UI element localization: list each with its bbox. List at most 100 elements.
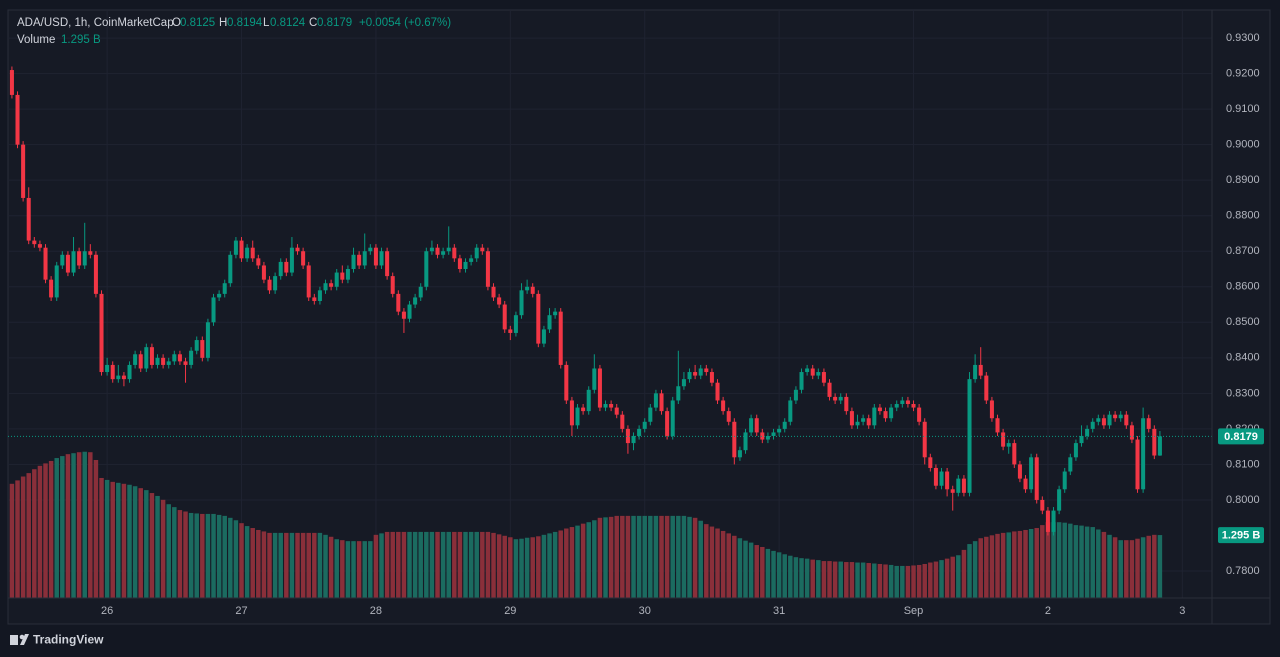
candle-body [1079, 435, 1084, 444]
volume-bar [592, 520, 597, 598]
volume-bar [15, 480, 20, 598]
volume-bar [888, 564, 894, 598]
candle-body [614, 407, 619, 415]
candle-body [877, 407, 882, 412]
volume-bar [950, 556, 955, 598]
volume-bar [362, 541, 367, 598]
candle-body [978, 364, 983, 376]
volume-bar [9, 483, 15, 598]
volume-bar [972, 541, 978, 598]
volume-bar [1028, 528, 1034, 598]
volume-bar [564, 528, 569, 598]
volume-bar [810, 559, 815, 598]
candle-body [642, 421, 647, 429]
volume-bar [300, 532, 306, 598]
candle-body [799, 372, 804, 390]
candle-body [637, 428, 642, 436]
axes: 0.78000.80000.81000.82000.83000.84000.85… [101, 32, 1264, 617]
candle-body [1085, 428, 1090, 436]
volume-bar [692, 517, 698, 598]
volume-bar [883, 564, 888, 598]
candle-body [1118, 414, 1123, 419]
candle-body [900, 400, 905, 405]
y-tick-label: 0.8300 [1226, 387, 1260, 399]
candle-body [469, 258, 474, 262]
volume-bar [793, 557, 799, 598]
volume-bar [849, 562, 855, 598]
candle-body [32, 240, 37, 245]
y-tick-label: 0.8800 [1226, 210, 1260, 222]
volume-bar [944, 558, 950, 598]
candle-body [138, 354, 143, 369]
candle-body [368, 247, 373, 252]
volume-bar [1107, 534, 1112, 598]
candle-body [497, 297, 502, 305]
volume-bar [256, 529, 261, 598]
y-tick-label: 0.9000 [1226, 139, 1260, 151]
volume-bar [20, 476, 26, 598]
volume-bar [457, 531, 463, 598]
volume-bar [670, 515, 675, 598]
brand-logo[interactable]: TradingView [10, 633, 104, 647]
candle-body [1057, 489, 1062, 511]
candle-body [418, 286, 423, 298]
volume-bar [530, 537, 535, 598]
volume-bar [384, 531, 390, 598]
candle-body [155, 357, 160, 365]
volume-bar [513, 539, 519, 598]
volume-bar [205, 513, 211, 598]
candle-body [194, 340, 199, 351]
candle-body [995, 418, 1000, 433]
candle-body [26, 197, 31, 241]
candle-body [726, 411, 731, 422]
volume-bar [155, 495, 160, 598]
candle-body [950, 489, 955, 493]
volume-pane [9, 451, 1163, 598]
candle-body [905, 400, 910, 405]
candle-body [1012, 443, 1017, 465]
volume-bar [788, 555, 793, 598]
volume-bar [1017, 530, 1023, 598]
volume-bar [284, 532, 289, 598]
candle-body [21, 144, 26, 198]
candle-body [457, 258, 462, 270]
volume-bar [407, 531, 412, 598]
volume-bar [524, 537, 530, 598]
volume-bar [961, 549, 967, 598]
candle-body [530, 286, 535, 294]
candle-body [312, 297, 317, 301]
volume-bar [401, 531, 407, 598]
volume-bar [390, 531, 395, 598]
candle-body [575, 407, 580, 426]
candle-body [945, 471, 950, 490]
volume-bar [267, 532, 272, 598]
candle-body [166, 361, 171, 365]
last-price-label: 0.8179 [1224, 431, 1258, 443]
candle-body [463, 261, 468, 270]
volume-bar [625, 515, 631, 598]
volume-bar [200, 513, 205, 598]
volume-badge-label: 1.295 B [1222, 529, 1261, 541]
volume-bar [312, 532, 317, 598]
candle-body [301, 251, 306, 266]
volume-bar [1006, 532, 1011, 598]
candle-body [183, 361, 188, 365]
candle-body [1029, 457, 1034, 490]
volume-bar [396, 531, 401, 598]
candle-body [1017, 464, 1022, 479]
volume-bar [984, 536, 989, 598]
candle-body [765, 435, 770, 440]
volume-bar [704, 524, 709, 598]
volume-bar [110, 481, 115, 598]
candle-body [480, 247, 485, 252]
candle-body [15, 94, 20, 145]
candle-body [586, 389, 591, 412]
candle-body [609, 404, 614, 408]
volume-bar [900, 565, 905, 598]
candle-body [256, 258, 261, 266]
volume-bar [771, 550, 776, 598]
candle-body [65, 254, 70, 273]
candle-body [1051, 510, 1056, 532]
volume-bar [765, 548, 771, 598]
y-tick-label: 0.8500 [1226, 316, 1260, 328]
